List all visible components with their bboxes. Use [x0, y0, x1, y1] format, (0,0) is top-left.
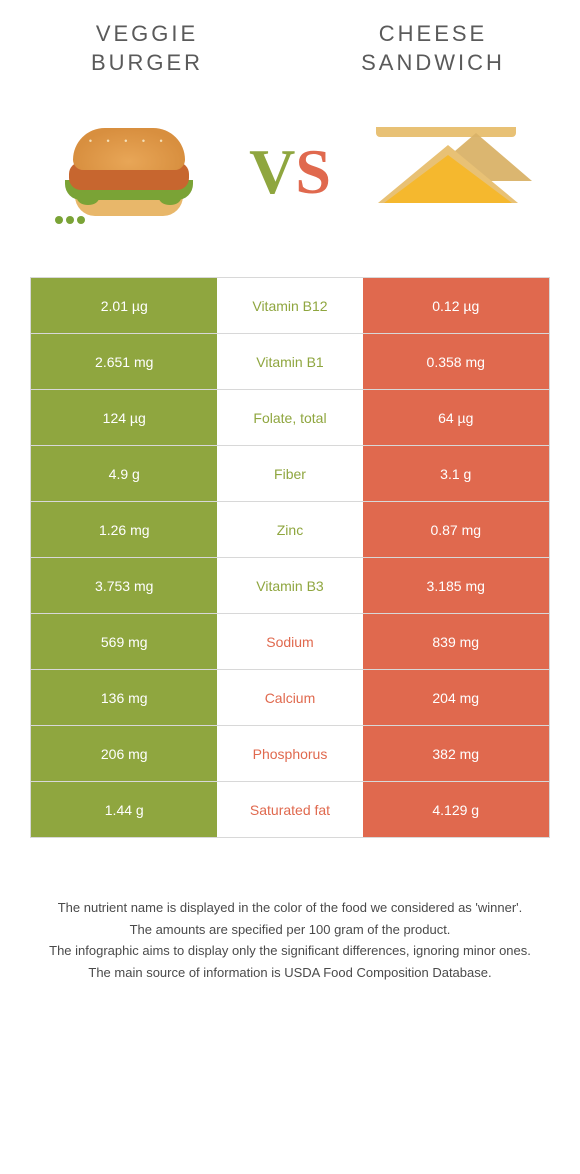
- cell-right: 64 µg: [363, 390, 549, 445]
- cell-left: 1.44 g: [31, 782, 217, 837]
- table-row: 1.44 gSaturated fat4.129 g: [31, 781, 549, 837]
- table-row: 124 µgFolate, total64 µg: [31, 389, 549, 445]
- burger-illustration: [30, 122, 228, 222]
- footer-line: The infographic aims to display only the…: [40, 941, 540, 961]
- cell-label: Folate, total: [217, 390, 362, 445]
- table-row: 136 mgCalcium204 mg: [31, 669, 549, 725]
- cell-label: Vitamin B3: [217, 558, 362, 613]
- vs-label: VS: [249, 135, 331, 209]
- cell-left: 2.01 µg: [31, 278, 217, 333]
- cell-left: 3.753 mg: [31, 558, 217, 613]
- cell-right: 3.185 mg: [363, 558, 549, 613]
- sandwich-illustration: [352, 127, 550, 217]
- cell-label: Vitamin B1: [217, 334, 362, 389]
- header: VEGGIEBURGER CHEESESANDWICH: [30, 20, 550, 77]
- cell-right: 204 mg: [363, 670, 549, 725]
- cell-label: Fiber: [217, 446, 362, 501]
- footer-line: The nutrient name is displayed in the co…: [40, 898, 540, 918]
- cell-label: Zinc: [217, 502, 362, 557]
- footer-line: The amounts are specified per 100 gram o…: [40, 920, 540, 940]
- cell-right: 0.12 µg: [363, 278, 549, 333]
- cell-left: 4.9 g: [31, 446, 217, 501]
- footer: The nutrient name is displayed in the co…: [30, 898, 550, 982]
- cell-left: 206 mg: [31, 726, 217, 781]
- cell-label: Calcium: [217, 670, 362, 725]
- cell-right: 3.1 g: [363, 446, 549, 501]
- cell-right: 4.129 g: [363, 782, 549, 837]
- table-row: 4.9 gFiber3.1 g: [31, 445, 549, 501]
- cell-left: 2.651 mg: [31, 334, 217, 389]
- cell-left: 1.26 mg: [31, 502, 217, 557]
- table-row: 1.26 mgZinc0.87 mg: [31, 501, 549, 557]
- table-row: 569 mgSodium839 mg: [31, 613, 549, 669]
- table-row: 206 mgPhosphorus382 mg: [31, 725, 549, 781]
- cell-right: 0.87 mg: [363, 502, 549, 557]
- footer-line: The main source of information is USDA F…: [40, 963, 540, 983]
- cell-right: 839 mg: [363, 614, 549, 669]
- cell-label: Sodium: [217, 614, 362, 669]
- cell-right: 382 mg: [363, 726, 549, 781]
- cell-label: Vitamin B12: [217, 278, 362, 333]
- cell-right: 0.358 mg: [363, 334, 549, 389]
- cell-label: Saturated fat: [217, 782, 362, 837]
- vs-s: S: [295, 136, 331, 207]
- cell-label: Phosphorus: [217, 726, 362, 781]
- cell-left: 569 mg: [31, 614, 217, 669]
- table-row: 3.753 mgVitamin B33.185 mg: [31, 557, 549, 613]
- illustration-row: VS: [30, 107, 550, 237]
- table-row: 2.01 µgVitamin B120.12 µg: [31, 277, 549, 333]
- nutrient-table: 2.01 µgVitamin B120.12 µg2.651 mgVitamin…: [30, 277, 550, 838]
- cell-left: 136 mg: [31, 670, 217, 725]
- title-right: CHEESESANDWICH: [316, 20, 550, 77]
- cell-left: 124 µg: [31, 390, 217, 445]
- table-row: 2.651 mgVitamin B10.358 mg: [31, 333, 549, 389]
- title-left: VEGGIEBURGER: [30, 20, 264, 77]
- vs-v: V: [249, 136, 295, 207]
